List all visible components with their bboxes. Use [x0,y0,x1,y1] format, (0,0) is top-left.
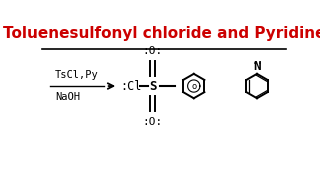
Text: NaOH: NaOH [55,92,80,102]
Text: :Cl: :Cl [121,80,142,93]
Text: Toluenesulfonyl chloride and Pyridine: Toluenesulfonyl chloride and Pyridine [3,26,320,41]
Text: :O:: :O: [143,116,163,127]
Text: N: N [253,60,261,73]
Text: TsCl,Py: TsCl,Py [55,70,99,80]
Text: S: S [149,80,156,93]
Text: ..: .. [251,56,263,66]
Text: o: o [191,82,196,91]
Text: :O:: :O: [143,46,163,56]
